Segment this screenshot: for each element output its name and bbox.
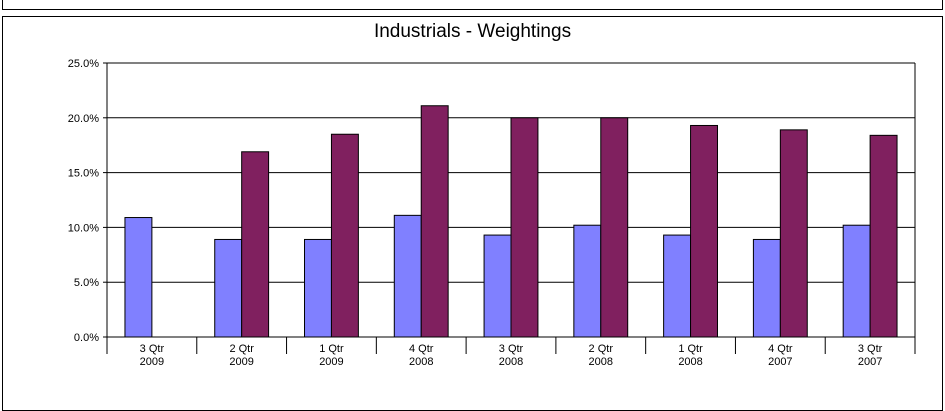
x-tick-label: 2007 [768, 356, 792, 368]
bar-series-2 [869, 134, 898, 338]
bar-series-1 [573, 224, 602, 338]
bar-series-2 [420, 105, 449, 338]
y-tick-label: 20.0% [68, 113, 99, 125]
bars [124, 105, 898, 338]
y-tick-label: 15.0% [68, 168, 99, 180]
x-tick-label: 2 Qtr [589, 343, 614, 355]
bar-series-2 [330, 133, 359, 338]
chart-frame: Industrials - Weightings 0.0% 5.0% 10.0% 15… [2, 16, 943, 411]
bar-series-1 [663, 234, 692, 338]
x-tick-label: 2008 [409, 356, 433, 368]
x-tick-label: 3 Qtr [499, 343, 524, 355]
bar-series-1 [304, 238, 332, 338]
bar-series-1 [124, 217, 153, 338]
x-tick-label: 2008 [678, 356, 702, 368]
bar-series-1 [483, 234, 512, 338]
x-tick-label: 4 Qtr [768, 343, 793, 355]
y-tick-label: 0.0% [74, 332, 99, 344]
y-tick-label: 10.0% [68, 222, 99, 234]
x-tick-label: 3 Qtr [858, 343, 883, 355]
bar-series-2 [779, 129, 808, 338]
x-tick-label: 2009 [229, 356, 253, 368]
y-tick-label: 25.0% [68, 58, 99, 70]
x-tick-label: 1 Qtr [678, 343, 703, 355]
bar-series-2 [690, 124, 718, 338]
x-tick-label: 2008 [499, 356, 523, 368]
x-tick-label: 4 Qtr [409, 343, 434, 355]
x-tick-label: 2008 [589, 356, 613, 368]
bar-series-1 [393, 214, 422, 338]
bar-series-1 [752, 238, 781, 338]
x-tick-label: 1 Qtr [319, 343, 344, 355]
x-tick-label: 2 Qtr [229, 343, 254, 355]
x-tick-label: 2009 [140, 356, 164, 368]
bar-series-1 [214, 238, 243, 338]
x-tick-label: 2007 [858, 356, 882, 368]
bar-series-2 [510, 117, 539, 338]
top-panel-border [2, 0, 943, 10]
x-tick-label: 2009 [319, 356, 343, 368]
bar-series-1 [842, 224, 871, 338]
axes [103, 62, 916, 354]
bar-series-2 [241, 151, 270, 338]
chart-title: Industrials - Weightings [373, 21, 572, 42]
y-tick-label: 5.0% [74, 277, 99, 289]
bar-series-2 [600, 117, 629, 338]
x-tick-label: 3 Qtr [140, 343, 165, 355]
